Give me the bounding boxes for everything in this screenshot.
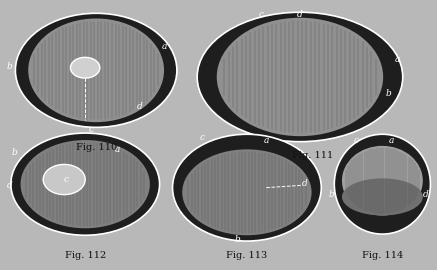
Ellipse shape bbox=[182, 149, 312, 235]
Text: a: a bbox=[115, 145, 120, 154]
Text: c: c bbox=[354, 136, 359, 144]
Text: Fig. 111: Fig. 111 bbox=[292, 151, 333, 160]
Text: d: d bbox=[137, 102, 143, 111]
Ellipse shape bbox=[11, 133, 160, 235]
Text: c: c bbox=[199, 133, 204, 142]
Text: a: a bbox=[161, 42, 167, 52]
Text: d: d bbox=[7, 181, 12, 190]
Ellipse shape bbox=[334, 134, 430, 234]
Text: b: b bbox=[385, 89, 391, 98]
Text: a: a bbox=[264, 136, 269, 144]
Circle shape bbox=[70, 57, 100, 78]
Text: Fig. 114: Fig. 114 bbox=[362, 251, 403, 260]
Text: Fig. 110: Fig. 110 bbox=[76, 143, 117, 152]
Text: c: c bbox=[258, 11, 264, 19]
Ellipse shape bbox=[28, 18, 164, 122]
Text: a: a bbox=[388, 136, 394, 144]
Text: c: c bbox=[88, 126, 93, 134]
Text: b: b bbox=[328, 190, 334, 199]
Text: d: d bbox=[423, 190, 429, 199]
Text: c: c bbox=[63, 175, 68, 184]
Text: Fig. 112: Fig. 112 bbox=[65, 251, 106, 260]
Text: d: d bbox=[302, 178, 308, 187]
Ellipse shape bbox=[342, 146, 423, 215]
Ellipse shape bbox=[21, 140, 150, 228]
Text: b: b bbox=[11, 148, 17, 157]
Text: d: d bbox=[297, 11, 303, 19]
Ellipse shape bbox=[173, 134, 321, 241]
Ellipse shape bbox=[342, 178, 423, 215]
Text: b: b bbox=[7, 62, 13, 71]
Ellipse shape bbox=[217, 18, 383, 136]
Text: a: a bbox=[395, 55, 401, 63]
Text: b: b bbox=[234, 235, 240, 244]
Text: Fig. 113: Fig. 113 bbox=[226, 251, 267, 260]
Ellipse shape bbox=[197, 12, 403, 142]
Circle shape bbox=[43, 164, 85, 195]
Ellipse shape bbox=[15, 13, 177, 127]
